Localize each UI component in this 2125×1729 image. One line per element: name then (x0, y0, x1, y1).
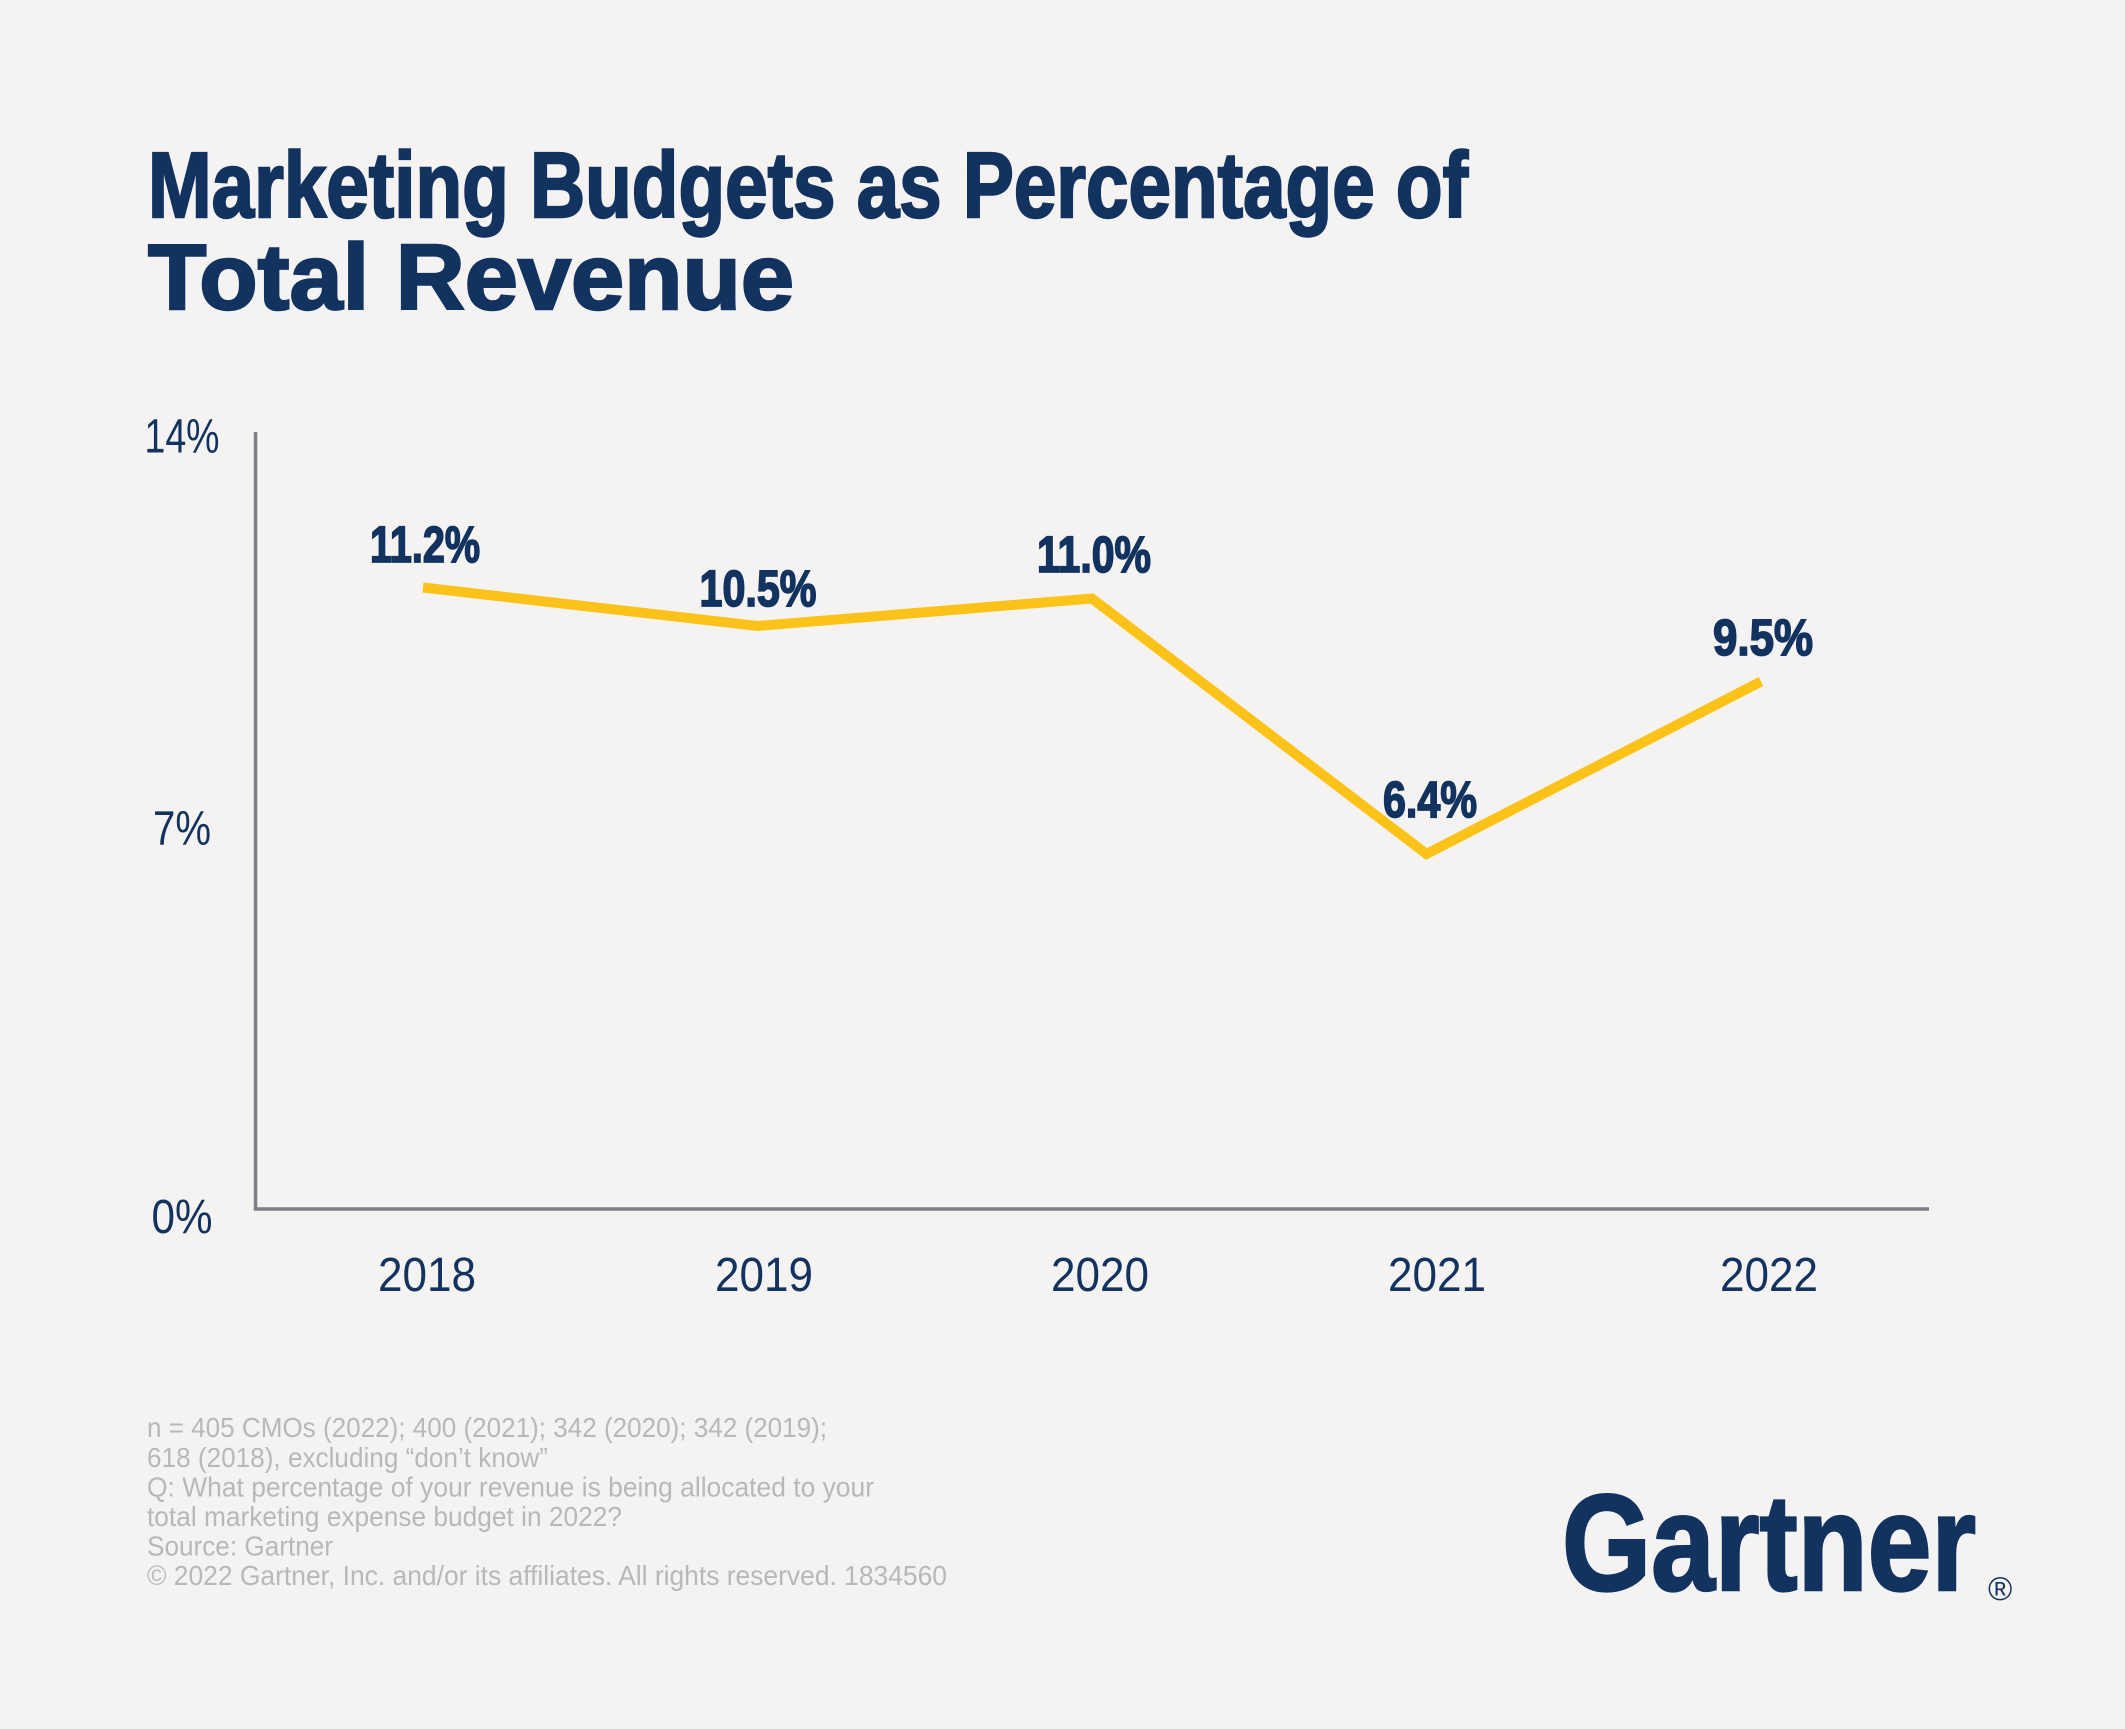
svg-text:2021: 2021 (1388, 1249, 1486, 1302)
svg-text:total marketing expense budget: total marketing expense budget in 2022? (147, 1501, 622, 1532)
svg-text:7%: 7% (153, 803, 211, 856)
svg-text:Q: What percentage of your rev: Q: What percentage of your revenue is be… (147, 1472, 874, 1503)
svg-text:11.2%: 11.2% (370, 516, 480, 573)
svg-text:®: ® (1988, 1570, 2012, 1607)
svg-text:2022: 2022 (1720, 1249, 1818, 1302)
svg-text:10.5%: 10.5% (700, 560, 817, 617)
svg-text:Gartner: Gartner (1562, 1467, 1976, 1620)
svg-text:0%: 0% (152, 1191, 213, 1244)
svg-text:9.5%: 9.5% (1713, 609, 1813, 666)
svg-text:Total Revenue: Total Revenue (148, 225, 794, 329)
svg-text:Source: Gartner: Source: Gartner (147, 1531, 333, 1562)
svg-text:11.0%: 11.0% (1037, 526, 1151, 583)
svg-text:2018: 2018 (378, 1249, 476, 1302)
svg-text:Marketing Budgets as Percentag: Marketing Budgets as Percentage of (148, 133, 1469, 237)
svg-text:6.4%: 6.4% (1383, 771, 1477, 828)
svg-text:2019: 2019 (715, 1249, 813, 1302)
svg-text:© 2022 Gartner, Inc. and/or it: © 2022 Gartner, Inc. and/or its affiliat… (147, 1560, 947, 1591)
svg-text:14%: 14% (145, 411, 220, 464)
svg-text:2020: 2020 (1051, 1249, 1149, 1302)
svg-text:n = 405 CMOs (2022); 400 (202: n = 405 CMOs (2022); 400 (2021); 342 (20… (147, 1412, 827, 1443)
svg-text:618 (2018), excluding “don’t k: 618 (2018), excluding “don’t know” (147, 1442, 548, 1473)
